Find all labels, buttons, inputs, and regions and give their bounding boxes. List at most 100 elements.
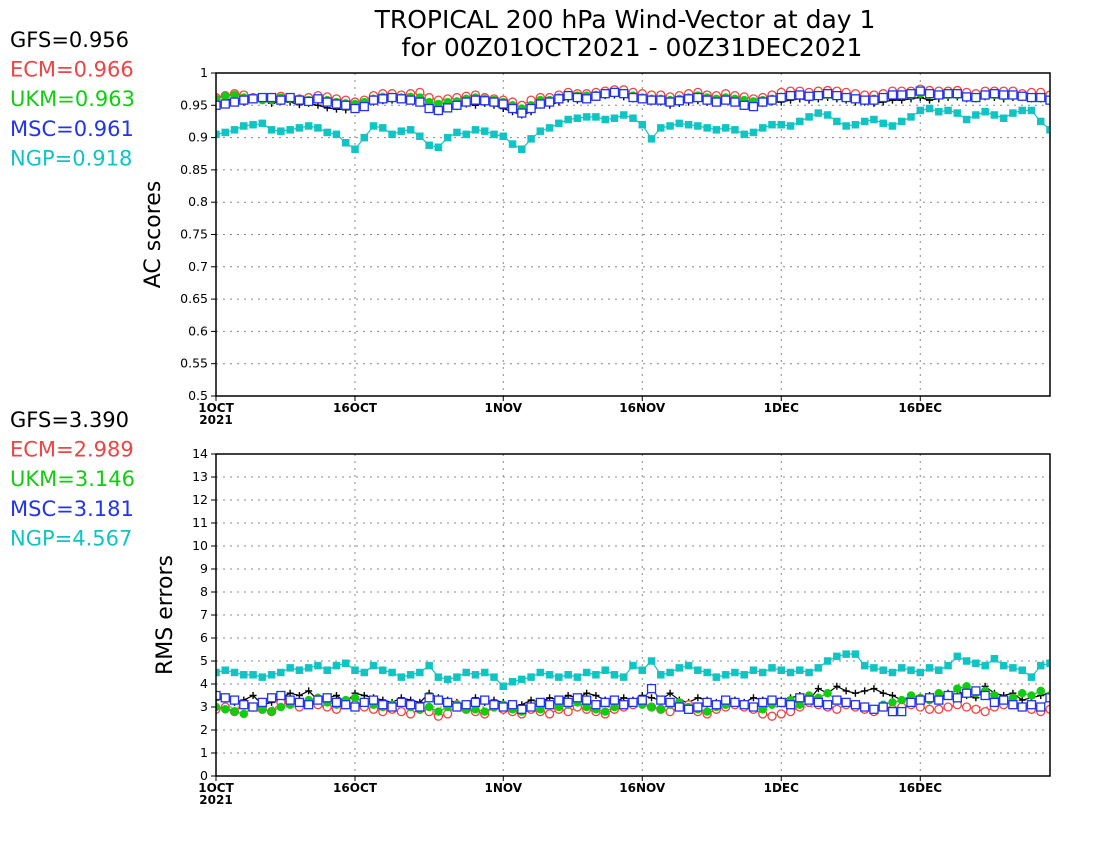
score-msc: MSC=0.961 xyxy=(10,117,134,141)
data-point xyxy=(962,657,971,665)
data-point xyxy=(360,668,369,677)
data-point xyxy=(795,90,805,100)
data-point xyxy=(786,122,795,130)
data-point xyxy=(554,695,564,705)
data-point xyxy=(841,697,851,708)
data-point xyxy=(239,95,249,105)
data-point xyxy=(879,689,887,697)
data-point xyxy=(860,95,870,105)
data-point xyxy=(406,126,415,134)
data-point xyxy=(749,694,757,702)
score-gfs: GFS=0.956 xyxy=(10,28,129,52)
data-point xyxy=(240,671,248,679)
y-tick-label: 0 xyxy=(200,768,208,783)
data-point xyxy=(888,692,896,699)
data-point xyxy=(1036,702,1046,712)
x-tick-label: 16DEC xyxy=(898,401,942,415)
data-point xyxy=(748,101,759,112)
data-point xyxy=(804,91,814,101)
data-point xyxy=(870,664,878,672)
data-point xyxy=(832,90,842,101)
data-point xyxy=(258,119,267,128)
data-point xyxy=(573,673,582,681)
data-point xyxy=(285,695,295,705)
data-point xyxy=(702,697,712,708)
data-point xyxy=(694,666,702,674)
data-point xyxy=(842,122,850,130)
data-point xyxy=(229,97,240,107)
data-point xyxy=(304,122,313,130)
data-point xyxy=(415,97,425,107)
data-point xyxy=(341,139,350,147)
x-tick-label: 1OCT xyxy=(198,401,234,415)
data-point xyxy=(637,695,647,705)
data-point xyxy=(462,130,470,139)
data-point xyxy=(850,700,861,710)
data-point xyxy=(924,704,935,714)
y-tick-label: 11 xyxy=(192,515,208,530)
data-point xyxy=(526,103,536,114)
data-point xyxy=(999,661,1008,670)
data-point xyxy=(813,90,823,101)
data-point xyxy=(897,706,907,717)
data-point xyxy=(434,707,443,716)
data-point xyxy=(304,664,313,672)
data-point xyxy=(731,668,739,677)
data-point xyxy=(814,109,823,117)
data-point xyxy=(684,661,693,670)
data-point xyxy=(879,666,887,674)
data-point xyxy=(822,89,833,99)
data-point xyxy=(952,693,962,703)
data-point xyxy=(999,114,1008,122)
data-point xyxy=(972,659,980,668)
ac-scores-panel: 0.5 0.55 0.6 0.65 0.7 0.75 0.8 0.85 0.9 0.95 1 1OCT… xyxy=(10,28,1051,427)
data-point xyxy=(971,686,981,696)
data-point xyxy=(248,94,258,104)
data-point xyxy=(870,115,878,124)
data-point xyxy=(980,690,990,701)
data-point xyxy=(731,126,739,134)
data-point xyxy=(971,92,981,103)
data-point xyxy=(674,702,684,712)
data-point xyxy=(480,707,489,716)
data-point xyxy=(470,697,481,708)
data-point xyxy=(684,120,693,129)
data-point xyxy=(471,126,480,134)
series-ngp xyxy=(216,104,1050,153)
data-point xyxy=(758,697,768,708)
data-point xyxy=(489,700,499,710)
data-point xyxy=(314,124,322,132)
data-point xyxy=(582,695,592,705)
data-point xyxy=(276,95,286,105)
data-point xyxy=(388,668,396,677)
data-point xyxy=(768,120,776,129)
data-point xyxy=(879,119,887,128)
data-point xyxy=(878,702,888,712)
data-point xyxy=(229,695,240,705)
data-point xyxy=(906,89,916,99)
data-point xyxy=(351,666,359,674)
data-point xyxy=(814,664,823,672)
data-point xyxy=(999,695,1009,705)
data-point xyxy=(721,695,731,705)
x-tick-label: 16NOV xyxy=(619,401,666,415)
data-point xyxy=(675,664,684,672)
data-point xyxy=(518,675,526,684)
data-point xyxy=(294,697,305,708)
data-point xyxy=(498,702,508,712)
data-point xyxy=(499,682,508,691)
data-point xyxy=(266,92,277,103)
data-point xyxy=(981,661,989,670)
data-point xyxy=(665,697,675,708)
data-point xyxy=(990,654,999,663)
score-ukm: UKM=0.963 xyxy=(10,87,135,111)
data-point xyxy=(545,124,554,132)
data-point xyxy=(544,709,555,719)
y-tick-label: 6 xyxy=(200,630,208,645)
data-point xyxy=(536,127,545,135)
data-point xyxy=(646,95,657,105)
data-point xyxy=(805,668,813,677)
y-axis-label: AC scores xyxy=(141,181,166,289)
data-point xyxy=(823,111,832,119)
